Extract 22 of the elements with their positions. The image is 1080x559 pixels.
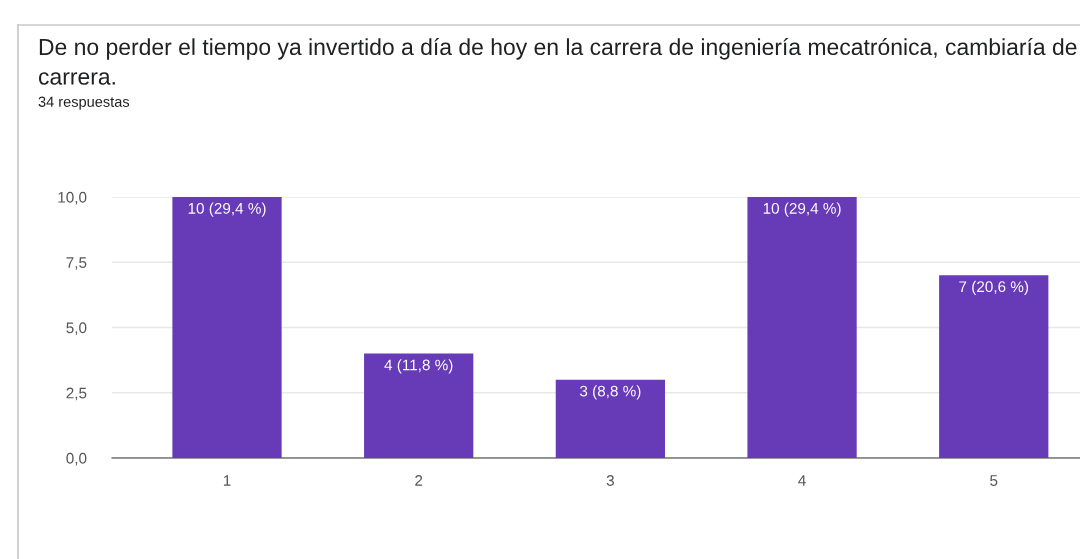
x-tick-label: 3 — [606, 475, 614, 486]
data-label: 7 (20,6 %) — [959, 280, 1029, 296]
y-tick-label: 2,5 — [66, 387, 87, 401]
bar — [747, 197, 857, 458]
data-label: 10 (29,4 %) — [763, 202, 841, 217]
chart-subtitle: 34 respuestas — [38, 96, 130, 110]
chart-title: De no perder el tiempo ya invertido a día de hoy en la carrera de ingeniería mecatrónica, cambiaría de carrera. — [38, 38, 1077, 85]
x-tick-label: 1 — [223, 475, 231, 486]
x-tick-label: 4 — [798, 475, 806, 486]
data-label: 10 (29,4 %) — [188, 202, 266, 217]
x-tick-label: 2 — [415, 475, 423, 486]
bar — [939, 275, 1049, 458]
y-tick-label: 7,5 — [66, 257, 87, 270]
data-label: 4 (11,8 %) — [384, 359, 453, 374]
y-tick-label: 0,0 — [66, 452, 87, 466]
bar — [555, 379, 666, 458]
bar — [172, 197, 282, 458]
data-label: 3 (8,8 %) — [579, 385, 641, 400]
y-tick-label: 5,0 — [66, 322, 87, 335]
y-tick-label: 10,0 — [58, 191, 87, 205]
x-tick-label: 5 — [990, 475, 998, 486]
bar — [364, 353, 474, 458]
